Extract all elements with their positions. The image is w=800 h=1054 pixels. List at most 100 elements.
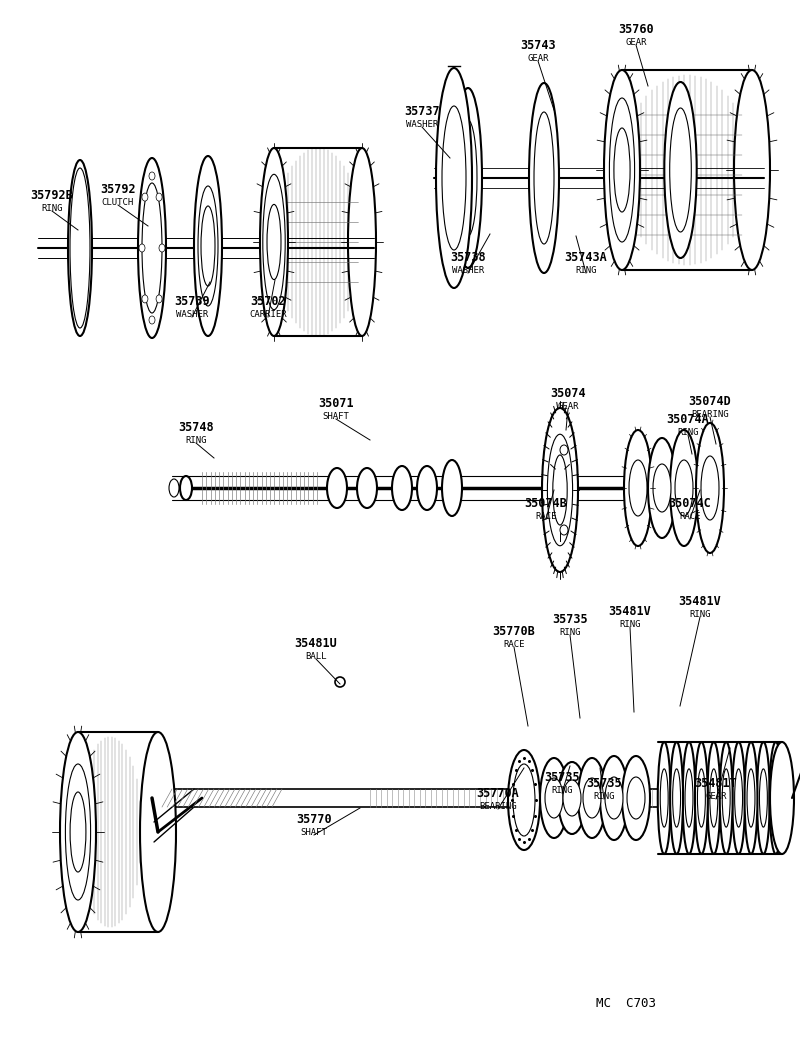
Ellipse shape xyxy=(701,456,719,520)
Text: 35792B: 35792B xyxy=(30,189,74,202)
Ellipse shape xyxy=(772,768,780,827)
Text: 35792: 35792 xyxy=(100,183,136,196)
Text: SHAFT: SHAFT xyxy=(301,828,327,837)
Ellipse shape xyxy=(695,742,708,854)
Ellipse shape xyxy=(707,742,720,854)
Text: RACE: RACE xyxy=(535,512,557,521)
Text: RING: RING xyxy=(575,266,597,275)
Text: 35071: 35071 xyxy=(318,397,354,410)
Ellipse shape xyxy=(629,460,647,516)
Ellipse shape xyxy=(140,731,176,932)
Ellipse shape xyxy=(563,780,581,816)
Text: RING: RING xyxy=(594,792,614,801)
Ellipse shape xyxy=(68,160,92,336)
Text: 35702: 35702 xyxy=(250,295,286,308)
Ellipse shape xyxy=(392,466,412,510)
Text: CARRIER: CARRIER xyxy=(249,310,287,319)
Text: 35074: 35074 xyxy=(550,387,586,401)
Ellipse shape xyxy=(604,70,640,270)
Ellipse shape xyxy=(734,70,770,270)
Text: WASHER: WASHER xyxy=(176,310,208,319)
Text: BALL: BALL xyxy=(306,652,326,661)
Text: CLUTCH: CLUTCH xyxy=(102,198,134,207)
Text: 35737: 35737 xyxy=(404,105,440,118)
Text: 35735: 35735 xyxy=(544,770,580,784)
Text: RING: RING xyxy=(42,204,62,213)
Ellipse shape xyxy=(622,756,650,840)
Ellipse shape xyxy=(670,742,683,854)
Ellipse shape xyxy=(454,87,482,268)
Text: GEAR: GEAR xyxy=(558,402,578,411)
Ellipse shape xyxy=(436,69,472,288)
Text: 35481U: 35481U xyxy=(294,637,338,650)
Ellipse shape xyxy=(194,156,222,336)
Ellipse shape xyxy=(558,762,586,834)
Text: 35481V: 35481V xyxy=(609,605,651,618)
Ellipse shape xyxy=(513,764,535,836)
Text: 35074C: 35074C xyxy=(669,497,711,510)
Ellipse shape xyxy=(745,742,758,854)
Text: 35748: 35748 xyxy=(178,421,214,434)
Ellipse shape xyxy=(722,768,730,827)
Ellipse shape xyxy=(198,186,218,306)
Text: 35760: 35760 xyxy=(618,23,654,36)
Ellipse shape xyxy=(540,758,568,838)
Ellipse shape xyxy=(605,777,623,819)
Ellipse shape xyxy=(156,193,162,201)
Ellipse shape xyxy=(142,193,148,201)
Ellipse shape xyxy=(159,243,165,252)
Text: WASHER: WASHER xyxy=(452,266,484,275)
Ellipse shape xyxy=(545,778,563,818)
Ellipse shape xyxy=(149,316,155,324)
Text: 35770B: 35770B xyxy=(493,625,535,638)
Ellipse shape xyxy=(670,108,691,232)
Ellipse shape xyxy=(156,295,162,302)
Ellipse shape xyxy=(696,423,724,553)
Ellipse shape xyxy=(70,168,90,328)
Ellipse shape xyxy=(542,408,578,572)
Text: 35735: 35735 xyxy=(586,777,622,790)
Ellipse shape xyxy=(560,525,568,535)
Text: RING: RING xyxy=(559,628,581,637)
Ellipse shape xyxy=(66,764,90,900)
Ellipse shape xyxy=(267,204,281,279)
Ellipse shape xyxy=(710,768,718,827)
Text: RING: RING xyxy=(619,620,641,629)
Ellipse shape xyxy=(142,295,148,302)
Ellipse shape xyxy=(757,742,770,854)
Ellipse shape xyxy=(348,148,376,336)
Ellipse shape xyxy=(698,768,706,827)
Ellipse shape xyxy=(508,750,540,850)
Ellipse shape xyxy=(658,742,670,854)
Ellipse shape xyxy=(72,178,88,318)
Ellipse shape xyxy=(442,106,466,250)
Ellipse shape xyxy=(529,83,559,273)
Text: RING: RING xyxy=(551,786,573,795)
Text: 35770: 35770 xyxy=(296,813,332,826)
Text: 35738: 35738 xyxy=(450,251,486,264)
Ellipse shape xyxy=(664,82,697,258)
Ellipse shape xyxy=(720,742,733,854)
Ellipse shape xyxy=(747,768,755,827)
Ellipse shape xyxy=(201,206,215,286)
Ellipse shape xyxy=(149,172,155,180)
Ellipse shape xyxy=(560,445,568,455)
Text: 35770A: 35770A xyxy=(477,787,519,800)
Text: RING: RING xyxy=(690,610,710,619)
Ellipse shape xyxy=(770,742,782,854)
Text: RACE: RACE xyxy=(679,512,701,521)
Ellipse shape xyxy=(142,183,162,313)
Text: SHAFT: SHAFT xyxy=(322,412,350,421)
Ellipse shape xyxy=(648,438,676,538)
Text: 35743A: 35743A xyxy=(565,251,607,264)
Text: RING: RING xyxy=(186,436,206,445)
Ellipse shape xyxy=(335,677,345,687)
Ellipse shape xyxy=(732,742,745,854)
Ellipse shape xyxy=(357,468,377,508)
Text: 35074D: 35074D xyxy=(689,395,731,408)
Text: 35481T: 35481T xyxy=(694,777,738,790)
Text: 35074A: 35074A xyxy=(666,413,710,426)
Ellipse shape xyxy=(459,120,477,236)
Text: 35739: 35739 xyxy=(174,295,210,308)
Text: 35481V: 35481V xyxy=(678,596,722,608)
